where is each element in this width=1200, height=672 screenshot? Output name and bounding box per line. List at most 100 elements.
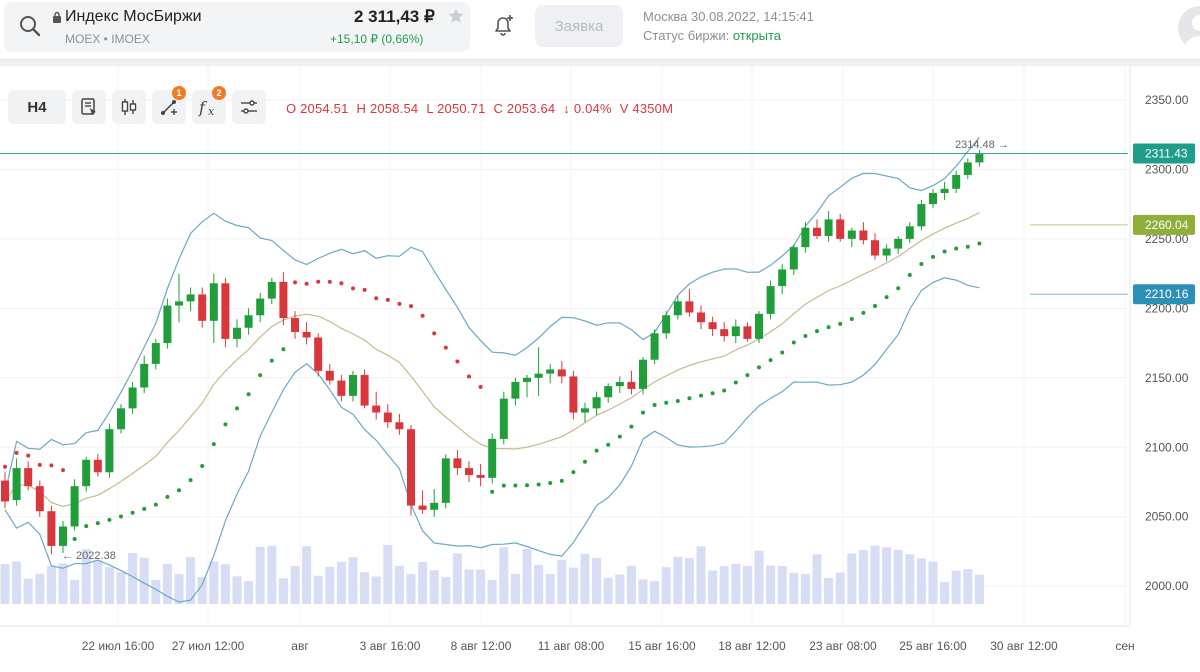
x-tick-label: 23 авг 08:00: [809, 639, 877, 653]
star-icon[interactable]: [447, 7, 465, 25]
x-tick-label: 11 авг 08:00: [538, 639, 605, 653]
order-button[interactable]: Заявка: [535, 5, 623, 47]
candle-bear: [465, 468, 473, 476]
volume-bar: [348, 557, 358, 604]
x-tick-label: 8 авг 12:00: [451, 639, 512, 653]
price-tag: [1133, 284, 1195, 305]
price-tag-label: 2260.04: [1145, 218, 1189, 232]
sar-dot-bear: [443, 345, 448, 350]
sar-dot-bear: [397, 301, 402, 306]
candle-bull: [12, 468, 21, 501]
drawing-tools-button[interactable]: 1: [152, 86, 186, 124]
y-tick-label: 2200.00: [1145, 301, 1189, 315]
sar-dot-bull: [583, 459, 587, 464]
candle-bear: [24, 468, 33, 487]
volume-bar: [766, 565, 776, 604]
sar-dot-bull: [884, 295, 889, 300]
volume-bar: [777, 566, 787, 604]
volume-bar: [220, 564, 230, 604]
volume-bar: [336, 561, 346, 604]
candle-bull: [175, 301, 183, 306]
candle-bull: [430, 502, 439, 510]
candle-bear: [836, 219, 845, 239]
candles-button[interactable]: [112, 90, 146, 124]
search-icon[interactable]: [18, 14, 42, 38]
functions-badge: 2: [212, 86, 226, 100]
candle-bull: [186, 294, 195, 302]
volume-bar: [870, 545, 880, 604]
volume-bar: [313, 575, 323, 604]
y-tick-label: 2100.00: [1145, 440, 1189, 454]
candle-bull: [441, 458, 450, 503]
volume-bar: [568, 567, 578, 604]
sar-dot-bear: [37, 462, 42, 467]
sar-dot-bear: [304, 281, 309, 286]
high-annotation: 2314.48 →: [955, 139, 1009, 151]
sar-dot-bull: [177, 488, 181, 493]
settings-sliders-icon: [241, 100, 257, 114]
x-tick-label: 27 июл 12:00: [172, 639, 245, 653]
candle-bear: [813, 227, 821, 237]
candle-bear: [93, 459, 102, 473]
volume-bar: [812, 554, 822, 604]
candle-bull: [523, 377, 531, 382]
sar-dot-bull: [548, 481, 553, 486]
sar-dot-bull: [501, 483, 506, 488]
sar-dot-bull: [200, 463, 205, 468]
volume-bar: [592, 557, 602, 604]
chart-type-button[interactable]: [72, 90, 106, 124]
candle-bull: [70, 486, 79, 527]
timeframe-button[interactable]: H4: [8, 90, 66, 124]
sar-dot-bear: [478, 384, 483, 389]
sar-dot-bull: [153, 502, 158, 507]
candle-bear: [871, 240, 879, 256]
candle-bull: [151, 343, 160, 364]
sar-dot-bear: [293, 280, 297, 285]
sar-dot-bear: [420, 313, 425, 318]
sar-dot-bull: [849, 317, 854, 322]
chart-area[interactable]: 2000.00 2050.00 2100.00 2150.00 2200.00 2250.…: [0, 66, 1200, 672]
volume-bar: [928, 561, 938, 604]
candle-bear: [221, 283, 230, 339]
sar-dot-bull: [130, 510, 135, 515]
settings-button[interactable]: [232, 90, 266, 124]
ticker-card[interactable]: Индекс МосБиржи MOEX • IMOEX 2 311,43 ₽ …: [4, 2, 470, 52]
candle-bull: [662, 315, 671, 334]
volume-bar: [905, 554, 915, 604]
avatar[interactable]: [1178, 6, 1200, 50]
candle-bull: [639, 359, 647, 389]
candle-bull: [59, 526, 67, 546]
sar-dot-bull: [281, 347, 286, 352]
volume-bar: [162, 563, 172, 604]
sar-dot-bull: [919, 261, 924, 266]
candle-bull: [581, 408, 589, 413]
volume-bar: [267, 545, 277, 604]
sar-dot-bull: [269, 358, 274, 363]
y-tick-label: 2000.00: [1145, 579, 1189, 593]
bell-plus-icon[interactable]: [490, 12, 516, 38]
candle-bear: [720, 329, 729, 337]
sar-dot-bull: [838, 321, 843, 326]
sar-dot-bull: [733, 380, 738, 385]
volume-bar: [661, 567, 671, 604]
volume-bar: [441, 577, 451, 604]
candle-bull: [801, 227, 810, 248]
candle-bull: [952, 174, 961, 189]
sar-dot-bull: [235, 406, 239, 411]
candle-bear: [291, 318, 299, 332]
sar-dot-bull: [699, 393, 703, 398]
price-chart[interactable]: 2000.00 2050.00 2100.00 2150.00 2200.00 2250.…: [0, 66, 1200, 672]
candle-bull: [778, 269, 787, 287]
svg-text:x: x: [208, 105, 215, 117]
volume-bar: [638, 579, 648, 604]
sar-dot-bull: [873, 303, 877, 308]
candle-bear: [418, 505, 427, 510]
volume-bar: [244, 581, 254, 604]
sar-dot-bull: [142, 506, 147, 511]
volume-bar: [23, 578, 33, 604]
sar-dot-bear: [327, 279, 332, 284]
volume-bar: [731, 563, 741, 604]
candle-bull: [615, 381, 624, 387]
candle-bear: [569, 376, 578, 413]
